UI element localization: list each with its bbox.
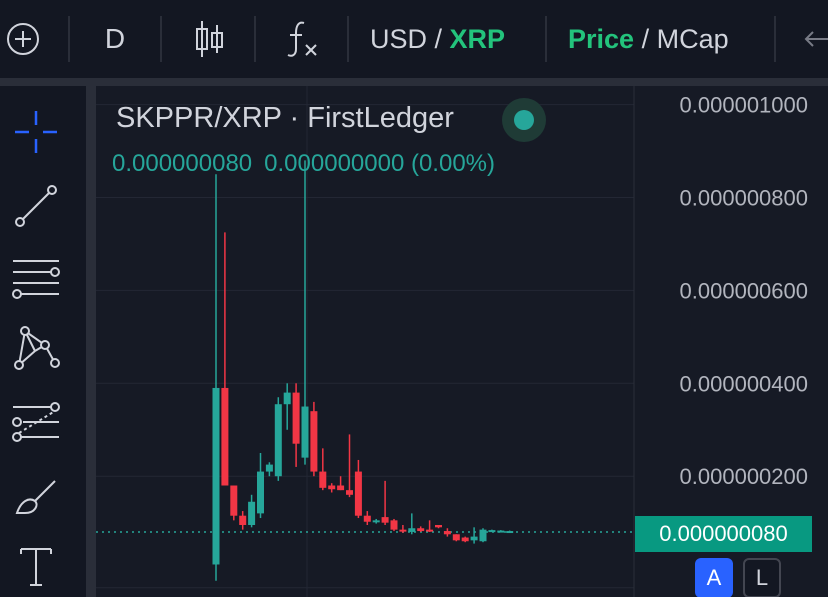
trend-line-icon[interactable] bbox=[8, 178, 64, 234]
candle-body bbox=[212, 387, 220, 565]
back-arrow-icon[interactable] bbox=[800, 0, 828, 78]
candle-body bbox=[248, 501, 256, 525]
metric-toggle[interactable]: Price / MCap bbox=[568, 0, 768, 78]
candle-body bbox=[265, 464, 273, 472]
candle-body bbox=[372, 520, 380, 523]
candle-body bbox=[354, 471, 362, 516]
candle-body bbox=[426, 529, 434, 532]
candle-body bbox=[497, 530, 505, 533]
text-icon[interactable] bbox=[8, 538, 64, 594]
y-tick-label: 0.000000400 bbox=[680, 371, 808, 396]
price-chart[interactable]: 0.000001000 0.000000800 0.000000600 0.00000… bbox=[96, 86, 828, 597]
candle-body bbox=[230, 485, 238, 516]
toolbar-border bbox=[86, 86, 96, 597]
candle-body bbox=[506, 531, 514, 534]
candle-body bbox=[274, 404, 282, 477]
add-circle-icon[interactable] bbox=[0, 0, 46, 78]
toolbar-divider bbox=[160, 16, 162, 62]
candle-body bbox=[221, 387, 229, 486]
candle-body bbox=[443, 531, 451, 535]
currency-separator: / bbox=[427, 23, 450, 54]
brush-icon[interactable] bbox=[8, 468, 64, 524]
metric-mcap[interactable]: MCap bbox=[656, 23, 729, 54]
toolbar-divider bbox=[68, 16, 70, 62]
candle-body bbox=[390, 520, 398, 530]
toolbar-divider bbox=[545, 16, 547, 62]
y-tick-label: 0.000000600 bbox=[680, 278, 808, 303]
candle-body bbox=[435, 524, 442, 528]
interval-label: D bbox=[104, 23, 126, 54]
candle-body bbox=[461, 537, 469, 542]
toolbar-divider bbox=[347, 16, 349, 62]
candle-body bbox=[337, 485, 345, 491]
candle-body bbox=[301, 406, 309, 458]
interval-button[interactable]: D bbox=[90, 0, 140, 78]
toolbar-border bbox=[0, 78, 828, 86]
candle-body bbox=[452, 534, 460, 541]
fx-icon[interactable] bbox=[278, 0, 326, 78]
legend-change: 0.000000000 (0.00%) bbox=[264, 150, 496, 177]
candle-body bbox=[346, 490, 353, 495]
candle-body bbox=[283, 392, 291, 405]
candle-body bbox=[417, 528, 425, 532]
fib-levels-icon[interactable] bbox=[8, 394, 64, 450]
y-tick-label: 0.000000800 bbox=[680, 185, 808, 210]
candles-icon[interactable] bbox=[186, 0, 232, 78]
symbol-title[interactable]: SKPPR/XRP · FirstLedger bbox=[116, 102, 454, 134]
candle-body bbox=[488, 530, 496, 533]
candle-body bbox=[310, 411, 318, 472]
legend-last-price: 0.000000080 bbox=[112, 150, 253, 177]
candle-body bbox=[257, 471, 264, 514]
status-dot-icon bbox=[514, 110, 534, 130]
candle-body bbox=[399, 529, 407, 532]
crosshair-icon[interactable] bbox=[8, 104, 64, 160]
currency-toggle[interactable]: USD / XRP bbox=[370, 0, 530, 78]
horizontal-lines-icon[interactable] bbox=[8, 250, 64, 306]
log-scale-button[interactable]: L bbox=[743, 558, 781, 597]
candle-body bbox=[319, 471, 327, 488]
legend-values: 0.000000080 0.000000000 (0.00%) bbox=[112, 150, 507, 178]
last-price-label: 0.000000080 bbox=[635, 516, 812, 552]
candle-body bbox=[479, 529, 487, 542]
toolbar-divider bbox=[774, 16, 776, 62]
drawing-toolbar bbox=[0, 86, 86, 597]
market-status-indicator[interactable] bbox=[502, 98, 546, 142]
currency-quote[interactable]: XRP bbox=[449, 23, 506, 54]
top-toolbar: D USD / XRP Price / MCap bbox=[0, 0, 828, 78]
candle-body bbox=[381, 517, 389, 523]
y-tick-label: 0.000001000 bbox=[680, 93, 808, 118]
pattern-icon[interactable] bbox=[8, 318, 64, 374]
chart-pane[interactable]: 0.000001000 0.000000800 0.000000600 0.00000… bbox=[96, 86, 828, 597]
currency-base[interactable]: USD bbox=[370, 23, 428, 54]
candle-body bbox=[239, 515, 247, 525]
candle-body bbox=[363, 515, 371, 522]
candle-body bbox=[408, 528, 416, 532]
candle-body bbox=[292, 392, 300, 444]
toolbar-divider bbox=[254, 16, 256, 62]
y-tick-label: 0.000000200 bbox=[680, 464, 808, 489]
candle-body bbox=[470, 536, 478, 541]
metric-separator: / bbox=[634, 23, 657, 54]
auto-scale-button[interactable]: A bbox=[695, 558, 733, 597]
candle-body bbox=[328, 485, 336, 490]
metric-price[interactable]: Price bbox=[568, 23, 635, 54]
